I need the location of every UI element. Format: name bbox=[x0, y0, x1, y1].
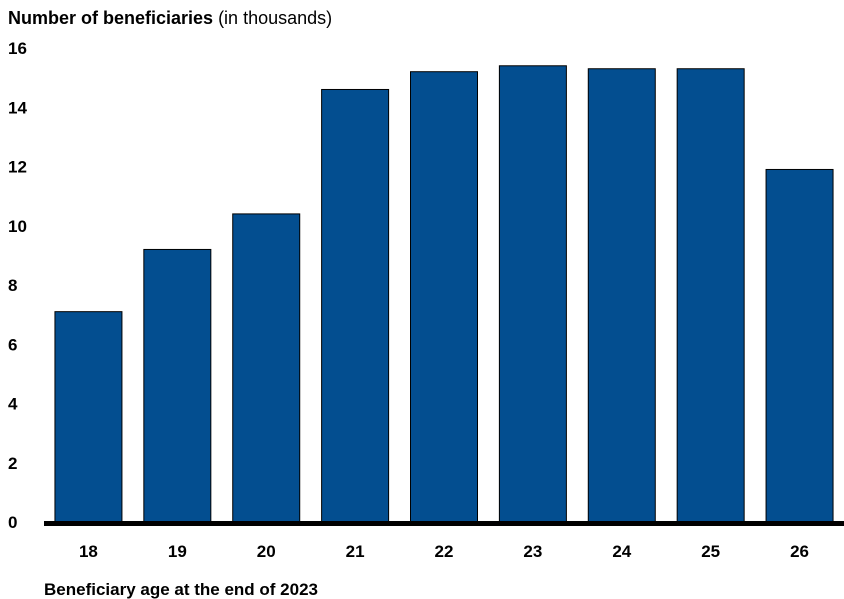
x-axis-label: Beneficiary age at the end of 2023 bbox=[44, 580, 318, 599]
chart-title: Number of beneficiaries (in thousands) bbox=[8, 8, 332, 28]
bar-age-25 bbox=[676, 68, 745, 523]
x-tick-label: 25 bbox=[701, 542, 720, 561]
y-tick-label: 14 bbox=[8, 98, 27, 117]
y-tick-label: 8 bbox=[8, 276, 17, 295]
x-axis-ticks: 18 19 20 21 22 23 24 25 26 bbox=[79, 542, 809, 561]
y-tick-label: 6 bbox=[8, 335, 17, 354]
x-tick-label: 22 bbox=[435, 542, 454, 561]
bar-age-23 bbox=[498, 65, 567, 523]
x-tick-label: 26 bbox=[790, 542, 809, 561]
x-tick-label: 18 bbox=[79, 542, 98, 561]
x-tick-label: 20 bbox=[257, 542, 276, 561]
bars bbox=[54, 65, 834, 523]
x-tick-label: 23 bbox=[523, 542, 542, 561]
x-tick-label: 19 bbox=[168, 542, 187, 561]
y-tick-label: 2 bbox=[8, 454, 17, 473]
bar-age-19 bbox=[143, 248, 212, 523]
y-tick-label: 16 bbox=[8, 39, 27, 58]
y-tick-label: 0 bbox=[8, 513, 17, 532]
bar-age-18 bbox=[54, 311, 123, 523]
x-tick-label: 24 bbox=[612, 542, 631, 561]
x-tick-label: 21 bbox=[346, 542, 365, 561]
y-axis-ticks: 0 2 4 6 8 10 12 14 16 bbox=[8, 39, 27, 532]
bar-age-21 bbox=[321, 88, 390, 523]
chart-title-main: Number of beneficiaries bbox=[8, 8, 213, 28]
y-tick-label: 4 bbox=[8, 395, 18, 414]
chart-title-unit: (in thousands) bbox=[218, 8, 332, 28]
y-tick-label: 12 bbox=[8, 158, 27, 177]
y-tick-label: 10 bbox=[8, 217, 27, 236]
bar-age-26 bbox=[765, 168, 834, 523]
bar-age-20 bbox=[232, 213, 301, 523]
bar-age-22 bbox=[410, 71, 478, 523]
bar-age-24 bbox=[587, 68, 656, 523]
